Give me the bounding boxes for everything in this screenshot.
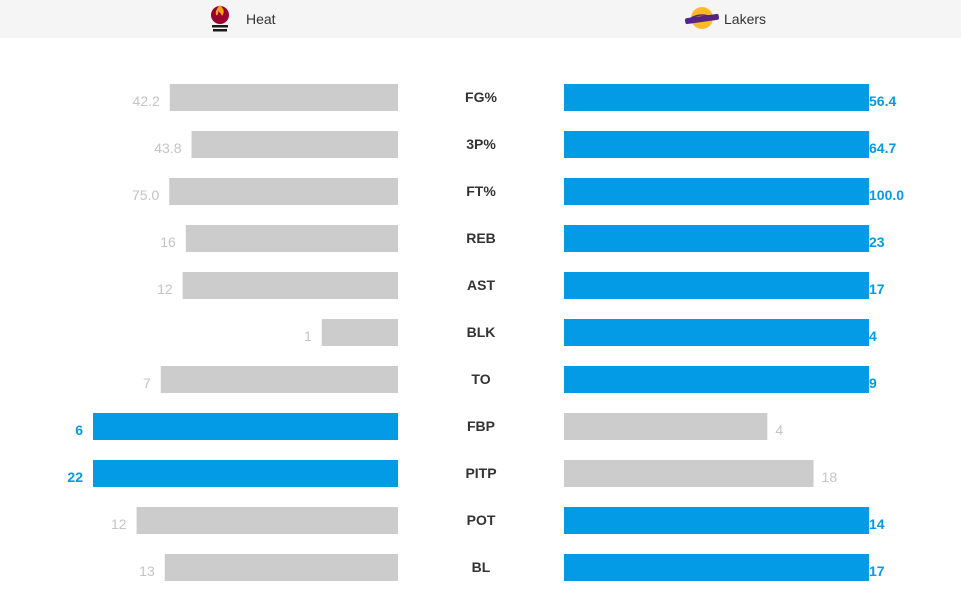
stat-label-blk: BLK bbox=[467, 324, 496, 340]
bar-lakers-fg-pct bbox=[564, 84, 869, 111]
stat-label-fg-pct: FG% bbox=[465, 89, 497, 105]
value-lakers-blk: 4 bbox=[869, 328, 877, 344]
value-lakers-bl: 17 bbox=[869, 563, 885, 579]
value-lakers-pot: 14 bbox=[869, 516, 885, 532]
value-lakers-fg-pct: 56.4 bbox=[869, 93, 896, 109]
stat-label-ast: AST bbox=[467, 277, 495, 293]
bar-lakers-3p-pct bbox=[564, 131, 869, 158]
bar-heat-reb bbox=[185, 225, 398, 252]
bar-heat-ast bbox=[182, 272, 398, 299]
value-heat-to: 7 bbox=[143, 375, 151, 391]
value-lakers-ast: 17 bbox=[869, 281, 885, 297]
bar-lakers-pitp bbox=[564, 460, 814, 487]
heat-logo-icon bbox=[211, 5, 229, 32]
bar-heat-fbp bbox=[93, 413, 398, 440]
bar-lakers-ft-pct bbox=[564, 178, 869, 205]
value-heat-3p-pct: 43.8 bbox=[154, 140, 181, 156]
bar-lakers-fbp bbox=[564, 413, 768, 440]
stat-label-pitp: PITP bbox=[465, 465, 496, 481]
value-lakers-fbp: 4 bbox=[775, 422, 783, 438]
bar-lakers-bl bbox=[564, 554, 869, 581]
value-heat-fg-pct: 42.2 bbox=[133, 93, 160, 109]
lakers-logo-icon bbox=[685, 7, 719, 29]
bar-lakers-to bbox=[564, 366, 869, 393]
bar-lakers-blk bbox=[564, 319, 869, 346]
team-lakers-name: Lakers bbox=[724, 11, 767, 27]
value-lakers-reb: 23 bbox=[869, 234, 885, 250]
stat-label-fbp: FBP bbox=[467, 418, 495, 434]
value-heat-bl: 13 bbox=[139, 563, 155, 579]
stat-label-to: TO bbox=[471, 371, 490, 387]
team-heat-name: Heat bbox=[246, 11, 276, 27]
stat-label-reb: REB bbox=[466, 230, 496, 246]
value-heat-blk: 1 bbox=[304, 328, 312, 344]
bar-heat-pot bbox=[136, 507, 399, 534]
team-header: Heat Lakers bbox=[0, 0, 961, 38]
stat-label-pot: POT bbox=[467, 512, 496, 528]
value-heat-fbp: 6 bbox=[75, 422, 83, 438]
bar-heat-bl bbox=[164, 554, 398, 581]
bar-lakers-ast bbox=[564, 272, 869, 299]
value-heat-pot: 12 bbox=[111, 516, 127, 532]
bar-heat-pitp bbox=[93, 460, 398, 487]
value-lakers-ft-pct: 100.0 bbox=[869, 187, 904, 203]
bar-lakers-pot bbox=[564, 507, 869, 534]
value-heat-ast: 12 bbox=[157, 281, 173, 297]
value-lakers-to: 9 bbox=[869, 375, 877, 391]
bar-heat-3p-pct bbox=[191, 131, 398, 158]
bar-heat-blk bbox=[321, 319, 398, 346]
bar-heat-fg-pct bbox=[169, 84, 398, 111]
bar-heat-to bbox=[160, 366, 398, 393]
value-heat-reb: 16 bbox=[160, 234, 176, 250]
value-heat-pitp: 22 bbox=[67, 469, 83, 485]
stat-label-3p-pct: 3P% bbox=[466, 136, 496, 152]
bar-lakers-reb bbox=[564, 225, 869, 252]
stat-label-bl: BL bbox=[472, 559, 491, 575]
value-lakers-pitp: 18 bbox=[822, 469, 838, 485]
bar-heat-ft-pct bbox=[169, 178, 398, 205]
stat-label-ft-pct: FT% bbox=[466, 183, 496, 199]
value-lakers-3p-pct: 64.7 bbox=[869, 140, 896, 156]
value-heat-ft-pct: 75.0 bbox=[132, 187, 159, 203]
